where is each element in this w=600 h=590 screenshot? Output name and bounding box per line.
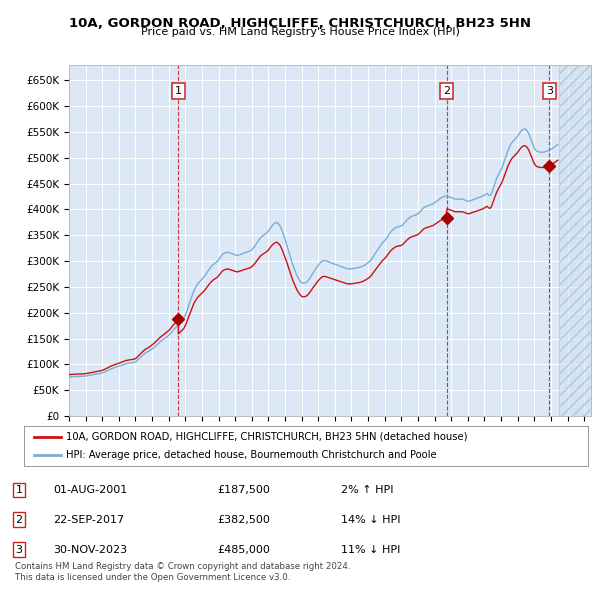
Text: 2: 2 xyxy=(443,86,450,96)
Text: 2: 2 xyxy=(16,515,22,525)
Text: 10A, GORDON ROAD, HIGHCLIFFE, CHRISTCHURCH, BH23 5HN: 10A, GORDON ROAD, HIGHCLIFFE, CHRISTCHUR… xyxy=(69,17,531,30)
Text: 22-SEP-2017: 22-SEP-2017 xyxy=(53,515,124,525)
Text: HPI: Average price, detached house, Bournemouth Christchurch and Poole: HPI: Average price, detached house, Bour… xyxy=(66,450,437,460)
Text: £187,500: £187,500 xyxy=(218,485,271,495)
Text: 10A, GORDON ROAD, HIGHCLIFFE, CHRISTCHURCH, BH23 5HN (detached house): 10A, GORDON ROAD, HIGHCLIFFE, CHRISTCHUR… xyxy=(66,432,468,442)
Text: 1: 1 xyxy=(16,485,22,495)
Text: £485,000: £485,000 xyxy=(218,545,271,555)
Text: £382,500: £382,500 xyxy=(218,515,271,525)
Text: Contains HM Land Registry data © Crown copyright and database right 2024.: Contains HM Land Registry data © Crown c… xyxy=(15,562,350,571)
Text: Price paid vs. HM Land Registry's House Price Index (HPI): Price paid vs. HM Land Registry's House … xyxy=(140,27,460,37)
Text: 01-AUG-2001: 01-AUG-2001 xyxy=(53,485,127,495)
Text: 2% ↑ HPI: 2% ↑ HPI xyxy=(341,485,394,495)
Text: 30-NOV-2023: 30-NOV-2023 xyxy=(53,545,127,555)
Text: This data is licensed under the Open Government Licence v3.0.: This data is licensed under the Open Gov… xyxy=(15,573,290,582)
Text: 1: 1 xyxy=(175,86,182,96)
Text: 3: 3 xyxy=(16,545,22,555)
Bar xyxy=(559,65,591,416)
Text: 3: 3 xyxy=(546,86,553,96)
Text: 11% ↓ HPI: 11% ↓ HPI xyxy=(341,545,401,555)
Text: 14% ↓ HPI: 14% ↓ HPI xyxy=(341,515,401,525)
